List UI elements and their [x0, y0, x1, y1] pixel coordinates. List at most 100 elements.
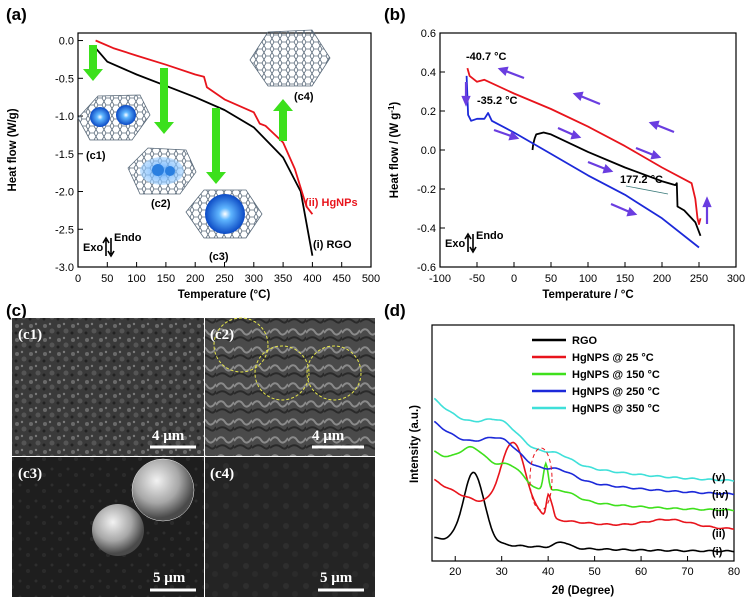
panel-a-ytick-label-1: -0.5 [55, 73, 74, 85]
panel-b-ylabel-main: Heat flow / (W g [389, 113, 401, 199]
panel-a-ytick-label-4: -2.0 [55, 187, 74, 199]
inset-c2-label: (c2) [151, 198, 171, 210]
peak-highlight-ellipse [529, 447, 553, 511]
inset-c3-label: (c3) [209, 251, 229, 263]
panel-a-xtick-label-8: 400 [303, 273, 321, 285]
panel-a-series-0 [94, 47, 314, 256]
panel-b-xtick-label-5: 150 [616, 273, 634, 285]
panel-b-series-0 [466, 67, 702, 226]
sem-c3-scale: 5 μm [153, 570, 186, 586]
panel-a-xtick-label-9: 450 [333, 273, 351, 285]
panel-a-xtick-label-10: 500 [362, 273, 380, 285]
panel-b-ytick-label-3: 0.0 [421, 145, 436, 157]
panel-d-ylabel: Intensity (a.u.) [409, 405, 421, 483]
endo-arrow-b [464, 232, 472, 252]
panel-d-legend: RGO HgNPS @ 25 °C HgNPS @ 150 °C HgNPS @ 25… [532, 335, 660, 415]
legend-label-2: HgNPS @ 150 °C [572, 369, 660, 381]
endo-arrow-a [102, 236, 110, 256]
sem-c3-spheres [92, 458, 195, 556]
arrow-up-4 [273, 99, 293, 141]
endo-label-b: Endo [476, 230, 504, 242]
dir-arrow-8 [635, 146, 662, 160]
panel-b-ylabel-end: ) [389, 102, 401, 106]
panel-d-xtick-label-4: 60 [635, 566, 647, 578]
legend-label-4: HgNPS @ 350 °C [572, 403, 660, 415]
panel-b-chart: -100 -50 0 50 100 150 200 250 300 0.6 0.4 0.2 0.0 -0.… [387, 28, 745, 301]
panel-a-xtick-label-5: 250 [215, 273, 233, 285]
sem-c4-scale: 5 μm [320, 570, 353, 586]
panel-b-xtick-label-4: 100 [579, 273, 597, 285]
panel-a-xtick-label-6: 300 [245, 273, 263, 285]
panel-b-series-1 [531, 131, 702, 237]
panel-b-xtick-label-8: 300 [727, 273, 745, 285]
legend-label-1: HgNPS @ 25 °C [572, 352, 654, 364]
panel-b-ylabel: Heat flow / (W g-1) [387, 102, 401, 199]
dir-arrow-4 [461, 82, 471, 107]
endo-label-a: Endo [114, 232, 142, 244]
exo-endo-indicator-b: Exo Endo [445, 230, 504, 254]
panel-b-xtick-label-2: 0 [511, 273, 517, 285]
sem-c4 [205, 457, 375, 597]
sem-c3-tag: (c3) [18, 466, 42, 482]
panel-d-label: (d) [384, 301, 406, 320]
direction-arrows [461, 66, 712, 224]
panel-b-xtick-label-3: 50 [545, 273, 557, 285]
annotation-peak-177: 177.2 °C [620, 174, 663, 186]
panel-b-ytick-label-6: -0.6 [417, 262, 436, 274]
panel-a-ytick-label-2: -1.0 [55, 111, 74, 123]
panel-a-xtick-label-1: 50 [101, 273, 113, 285]
panel-d-series-tags: (i) (ii) (iii) (iv) (v) [712, 472, 729, 558]
panel-b-label: (b) [384, 5, 406, 24]
annotation-peak-35: -35.2 °C [477, 95, 518, 107]
panel-c-label: (c) [6, 301, 27, 320]
highlight-circle-1 [213, 317, 269, 373]
panel-a-xtick-label-0: 0 [75, 273, 81, 285]
inset-c2 [127, 147, 197, 195]
dir-arrow-6 [557, 126, 582, 140]
sem-c1-scale: 4 μm [152, 428, 185, 444]
panel-d-series-4 [433, 397, 735, 482]
legend-label-3: HgNPS @ 250 °C [572, 386, 660, 398]
sem-c2-tag: (c2) [210, 327, 234, 343]
large-sphere [131, 458, 195, 522]
panel-c-sem: (c1) (c2) (c3) (c4) 4 μm 4 μm 5 μm 5 μm [12, 317, 375, 597]
panel-a-chart: 0 50 100 150 200 250 300 350 400 450 500 0.0 -0.5 -1.… [7, 29, 380, 301]
series-tag-0: (i) [712, 546, 723, 558]
panel-b-xlabel: Temperature / °C [542, 289, 633, 301]
panel-d-series-1 [433, 441, 735, 531]
inset-c4 [249, 29, 331, 87]
panel-d-xtick-label-5: 70 [681, 566, 693, 578]
panel-b-ytick-label-4: -0.2 [417, 184, 436, 196]
inset-c1 [77, 94, 151, 141]
panel-d-series-0 [434, 471, 735, 553]
panel-a-ylabel: Heat flow (W/g) [7, 108, 19, 191]
sem-c4-tag: (c4) [210, 466, 234, 482]
panel-d-frame [431, 324, 735, 562]
sem-c2-circles [213, 317, 362, 401]
annotation-peak-40: -40.7 °C [466, 51, 507, 63]
panel-a-ytick-label-3: -1.5 [55, 149, 74, 161]
exo-label-b: Exo [445, 238, 465, 250]
annotation-177-leader [625, 185, 669, 195]
panel-a-ytick-label-6: -3.0 [55, 262, 74, 274]
inset-c3 [185, 189, 263, 239]
sem-c1 [12, 318, 204, 456]
panel-d-series-3 [433, 420, 735, 496]
panel-a-ytick-label-5: -2.5 [55, 224, 74, 236]
panel-d-xtick-label-0: 20 [449, 566, 461, 578]
panel-d-series-2 [433, 445, 735, 512]
highlight-circle-3 [306, 345, 362, 401]
panel-a-ytick-label-0: 0.0 [59, 36, 74, 48]
panel-b-series-2 [465, 75, 700, 249]
panel-b-xtick-label-0: -100 [429, 273, 451, 285]
exo-label-a: Exo [83, 242, 103, 254]
panel-d-chart: 20 30 40 50 60 70 80 2θ (Degree) Intensity (a.… [409, 324, 740, 597]
dir-arrow-10 [702, 196, 712, 224]
panel-b-ytick-label-1: 0.4 [421, 67, 436, 79]
exo-arrow-b [469, 234, 477, 254]
legend-label-0: RGO [572, 335, 598, 347]
small-sphere [92, 504, 144, 556]
panel-a-xtick-label-7: 350 [274, 273, 292, 285]
sem-c2 [205, 318, 375, 456]
